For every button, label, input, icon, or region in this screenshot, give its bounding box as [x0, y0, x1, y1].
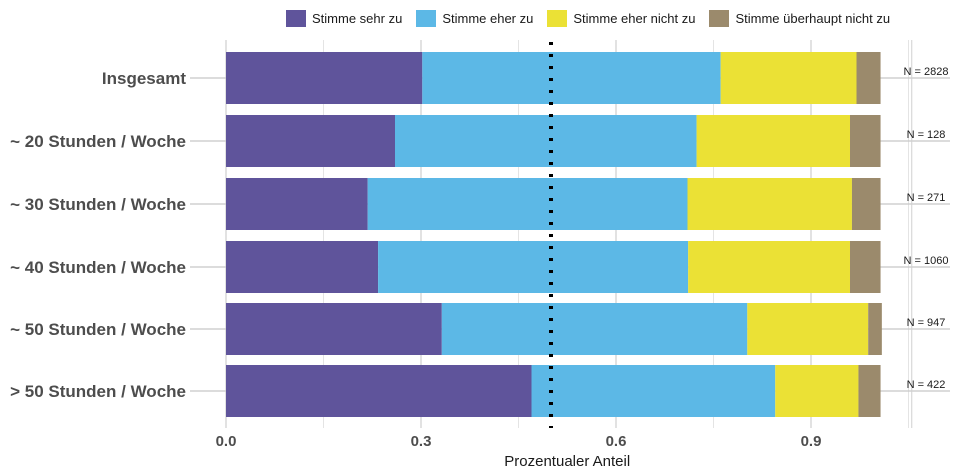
legend-label: Stimme sehr zu — [312, 10, 403, 26]
x-axis-title: Prozentualer Anteil — [504, 453, 630, 470]
bar-segment — [850, 241, 881, 293]
bar-segment — [226, 365, 532, 417]
bar-segment — [720, 52, 857, 104]
legend-label: Stimme eher zu — [442, 10, 534, 26]
x-tick-label: 0.6 — [606, 433, 627, 450]
bar-segment — [226, 241, 379, 293]
category-label: ~ 40 Stunden / Woche — [10, 258, 186, 277]
bar-segment — [422, 52, 721, 104]
n-label: N = 1060 — [904, 255, 949, 267]
bar-segment — [850, 115, 881, 167]
x-tick-label: 0.9 — [801, 433, 822, 450]
legend-item-stimme-sehr-zu: Stimme sehr zu — [286, 9, 403, 27]
legend-swatch — [416, 9, 437, 27]
legend-swatch — [547, 9, 568, 27]
bar-segment — [696, 115, 850, 167]
legend: Stimme sehr zu Stimme eher zu Stimme ehe… — [286, 8, 904, 28]
n-label: N = 422 — [907, 379, 946, 391]
bar-segment — [531, 365, 776, 417]
bar-segment — [858, 365, 881, 417]
legend-item-stimme-eher-zu: Stimme eher zu — [416, 9, 534, 27]
legend-item-stimme-eher-nicht-zu: Stimme eher nicht zu — [547, 9, 696, 27]
legend-swatch — [709, 9, 730, 27]
category-label: > 50 Stunden / Woche — [10, 382, 186, 401]
bar-segment — [851, 178, 881, 230]
bar-segment — [367, 178, 688, 230]
legend-item-stimme-ueberhaupt-nicht-zu: Stimme überhaupt nicht zu — [709, 9, 891, 27]
bar-segment — [688, 241, 850, 293]
x-tick-label: 0.0 — [216, 433, 237, 450]
n-label: N = 128 — [907, 129, 946, 141]
bar-segment — [226, 178, 368, 230]
bar-segment — [868, 303, 882, 355]
bar-segment — [856, 52, 881, 104]
category-label: ~ 50 Stunden / Woche — [10, 320, 186, 339]
legend-label: Stimme eher nicht zu — [573, 10, 696, 26]
bar-segment — [378, 241, 689, 293]
legend-swatch — [286, 9, 306, 27]
bar-segment — [395, 115, 697, 167]
bar-segment — [226, 303, 442, 355]
legend-label: Stimme überhaupt nicht zu — [735, 10, 891, 26]
n-label: N = 947 — [907, 317, 946, 329]
category-label: ~ 20 Stunden / Woche — [10, 132, 186, 151]
n-label: N = 2828 — [904, 66, 949, 78]
category-label: Insgesamt — [102, 69, 186, 88]
n-label: N = 271 — [907, 192, 946, 204]
bar-segment — [687, 178, 852, 230]
x-tick-label: 0.3 — [411, 433, 432, 450]
bar-segment — [226, 115, 395, 167]
category-label: ~ 30 Stunden / Woche — [10, 195, 186, 214]
bar-segment — [747, 303, 869, 355]
bar-segment — [441, 303, 748, 355]
bar-segment — [775, 365, 859, 417]
bar-segment — [226, 52, 423, 104]
